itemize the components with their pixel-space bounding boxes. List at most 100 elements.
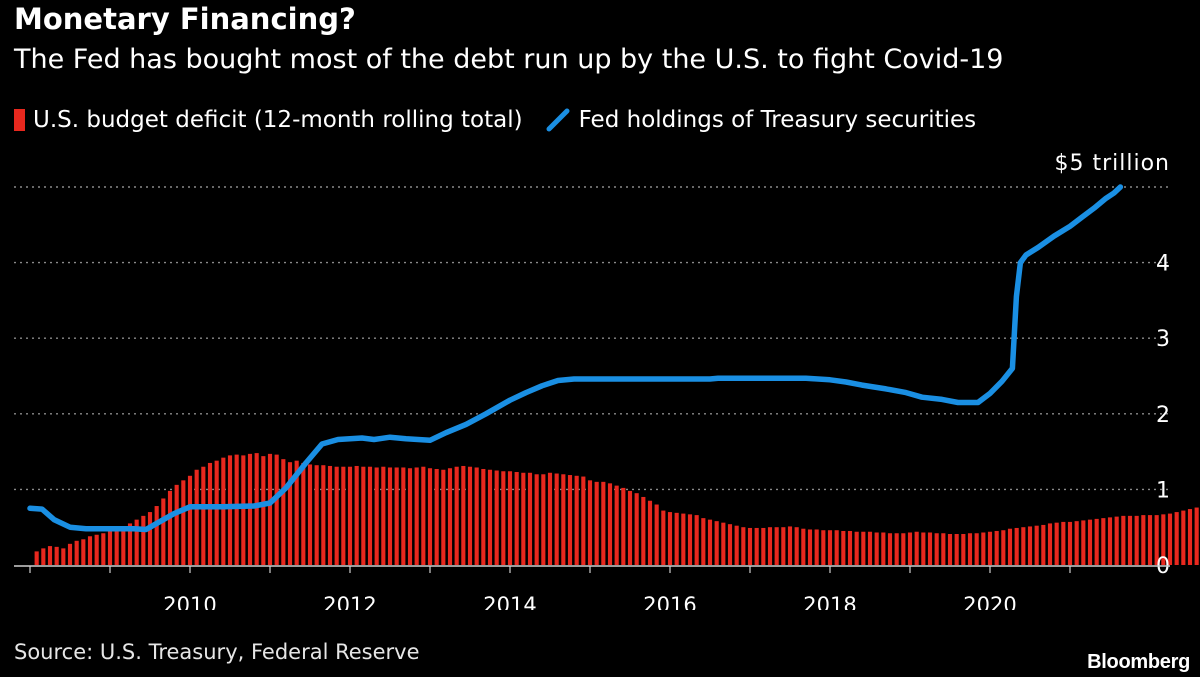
deficit-bar — [481, 468, 486, 565]
deficit-bar — [561, 474, 566, 565]
deficit-bar — [794, 527, 799, 565]
deficit-bar — [1054, 522, 1059, 565]
deficit-bar — [407, 468, 413, 565]
holdings-line-group — [27, 184, 1124, 533]
y-tick-label: 4 — [1156, 252, 1170, 277]
deficit-bar — [927, 532, 933, 565]
deficit-bar — [921, 532, 926, 565]
deficit-bar — [941, 533, 946, 565]
deficit-bar — [721, 522, 726, 565]
deficit-bar — [1107, 517, 1113, 565]
deficit-bar — [94, 534, 99, 565]
deficit-bar — [627, 490, 633, 565]
deficit-bar — [161, 498, 166, 565]
deficit-bar — [1141, 515, 1146, 565]
y-tick-label: 2 — [1156, 403, 1170, 428]
deficit-bar — [34, 551, 39, 565]
deficit-bar — [207, 462, 213, 565]
legend: U.S. budget deficit (12-month rolling to… — [14, 104, 998, 136]
deficit-bar — [214, 460, 219, 565]
deficit-bar — [74, 540, 79, 565]
deficit-bar — [441, 469, 446, 565]
deficit-bar — [827, 530, 833, 565]
deficit-bar — [1047, 523, 1053, 565]
deficit-bar — [101, 533, 106, 565]
deficit-bar — [327, 465, 333, 565]
grid-lines — [14, 186, 1170, 491]
chart-subtitle: The Fed has bought most of the debt run … — [14, 44, 1004, 75]
deficit-bar — [167, 490, 173, 565]
deficit-bar — [1034, 525, 1039, 565]
deficit-bar — [527, 472, 533, 565]
legend-item-holdings: Fed holdings of Treasury securities — [545, 107, 976, 133]
deficit-bar — [494, 470, 499, 565]
deficit-bar — [867, 531, 873, 565]
deficit-bar — [707, 519, 713, 565]
deficit-bar — [994, 530, 999, 565]
deficit-bar — [581, 476, 586, 565]
deficit-bar — [234, 454, 239, 565]
deficit-bar — [154, 506, 159, 565]
deficit-bar — [834, 530, 839, 565]
deficit-bars — [34, 453, 1199, 565]
deficit-bar — [694, 515, 699, 565]
deficit-bar — [387, 467, 393, 565]
deficit-bar — [347, 466, 353, 565]
deficit-bar — [134, 519, 139, 565]
deficit-bar — [287, 462, 293, 565]
deficit-bar — [1134, 515, 1139, 565]
deficit-bar — [421, 466, 426, 565]
deficit-bar — [881, 532, 886, 565]
deficit-bar — [681, 513, 686, 565]
deficit-bar — [934, 533, 939, 565]
deficit-bar — [1094, 518, 1099, 565]
deficit-bar — [1121, 515, 1126, 565]
deficit-bar — [221, 457, 226, 565]
deficit-bar — [254, 453, 259, 565]
deficit-bar — [307, 464, 313, 565]
deficit-bar — [427, 468, 433, 565]
deficit-bar — [67, 543, 73, 565]
deficit-bar — [987, 531, 993, 565]
deficit-bar — [47, 546, 53, 565]
deficit-bar — [1187, 509, 1193, 565]
deficit-bar — [1021, 527, 1026, 565]
deficit-bar — [547, 472, 553, 565]
deficit-bar — [401, 467, 406, 565]
deficit-bar — [887, 533, 893, 565]
x-tick-label: 2020 — [963, 593, 1016, 610]
deficit-bar — [1154, 515, 1159, 565]
deficit-bar — [607, 483, 613, 565]
deficit-bar — [647, 500, 653, 565]
deficit-bar — [534, 474, 539, 565]
deficit-bar — [507, 471, 513, 565]
deficit-bar — [807, 529, 813, 565]
deficit-bar — [954, 534, 959, 565]
deficit-bar — [374, 467, 379, 565]
deficit-bar — [654, 504, 659, 565]
deficit-bar — [294, 460, 299, 565]
deficit-bar — [821, 530, 826, 565]
deficit-bar — [767, 527, 773, 565]
deficit-bar — [754, 527, 759, 565]
deficit-bar — [201, 466, 206, 565]
deficit-bar — [967, 533, 973, 565]
deficit-bar — [701, 518, 706, 565]
deficit-bar — [574, 475, 579, 565]
y-tick-label: 3 — [1156, 327, 1170, 352]
legend-swatch-line — [546, 108, 570, 132]
deficit-bar — [1194, 507, 1199, 565]
deficit-bar — [541, 474, 546, 565]
deficit-bar — [121, 527, 126, 565]
deficit-bar — [761, 527, 766, 565]
bloomberg-logo: Bloomberg — [1087, 651, 1190, 673]
deficit-bar — [274, 454, 279, 565]
deficit-bar — [41, 548, 46, 565]
deficit-bar — [894, 533, 899, 565]
deficit-bar — [367, 466, 373, 565]
deficit-bar — [961, 534, 966, 565]
deficit-bar — [594, 481, 599, 565]
deficit-bar — [521, 472, 526, 565]
x-tick-label: 2010 — [163, 593, 216, 610]
